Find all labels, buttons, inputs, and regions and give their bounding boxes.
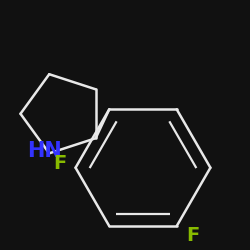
Text: F: F [186, 226, 199, 244]
Text: F: F [53, 154, 66, 173]
Text: HN: HN [27, 141, 62, 161]
